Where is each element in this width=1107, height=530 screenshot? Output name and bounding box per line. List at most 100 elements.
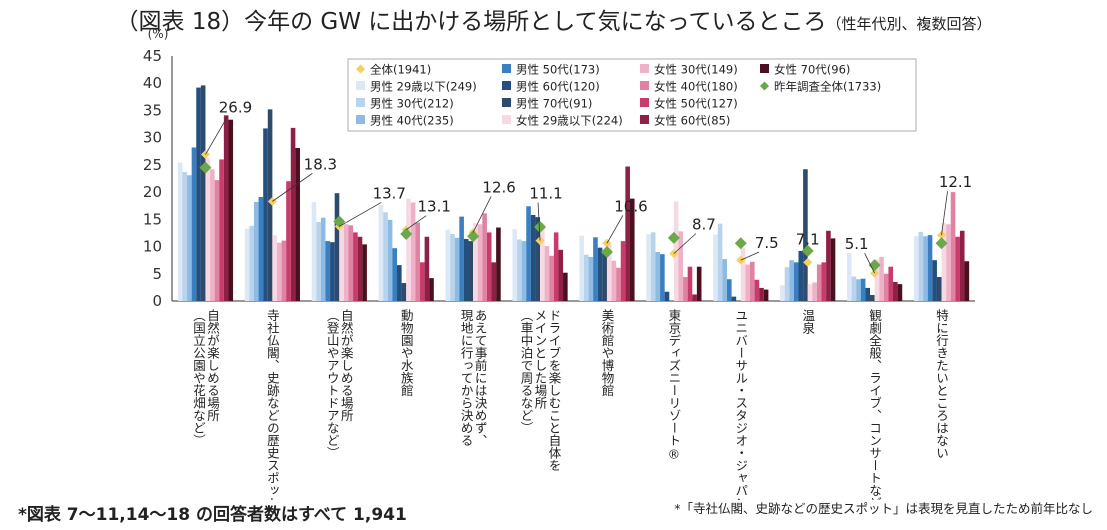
bar xyxy=(362,244,367,301)
bar xyxy=(946,224,951,301)
total-value-leader xyxy=(864,253,875,274)
bar xyxy=(410,202,416,301)
total-value-label: 5.1 xyxy=(845,235,869,253)
bar-chart: (%) 0 5 10 15 20 25 30 35 40 45 26.9 18.3 13.7 13.1 12.… xyxy=(143,27,975,500)
category-label: 動物園や水族館 xyxy=(399,309,414,397)
bar xyxy=(334,193,340,301)
bar xyxy=(763,289,769,301)
bar xyxy=(616,267,621,301)
bar xyxy=(923,236,928,301)
bar xyxy=(798,250,804,301)
y-tick-label: 35 xyxy=(143,101,162,119)
previous-year-marker xyxy=(199,161,212,174)
legend-swatch xyxy=(640,81,649,90)
legend-marker xyxy=(356,64,365,74)
category-label: ユニバーサル・スタジオ・ジャパン xyxy=(733,309,748,500)
total-value-leader xyxy=(740,251,759,261)
bar xyxy=(320,217,326,301)
legend-label: 男性 29歳以下(249) xyxy=(370,80,477,94)
y-tick-label: 25 xyxy=(143,156,162,174)
legend-label: 女性 60代(85) xyxy=(654,114,730,128)
chart-title-sub: （性年代別、複数回答） xyxy=(826,15,992,33)
legend-swatch xyxy=(502,115,511,124)
total-value-label: 7.1 xyxy=(796,230,820,248)
bar xyxy=(228,119,234,301)
category-label: 東京ディズニーリゾート® xyxy=(666,309,681,462)
bar xyxy=(606,244,612,301)
bar xyxy=(205,157,211,301)
total-value-leader xyxy=(472,196,492,233)
total-value-label: 18.3 xyxy=(304,155,337,173)
bar xyxy=(311,201,317,301)
bar xyxy=(807,284,813,301)
bar xyxy=(726,279,732,301)
bar xyxy=(830,238,836,301)
legend-label: 男性 30代(212) xyxy=(370,97,454,111)
bar xyxy=(964,261,970,301)
total-value-label: 11.1 xyxy=(529,185,562,203)
bar xyxy=(955,236,960,301)
bar xyxy=(620,241,626,301)
bar xyxy=(683,277,688,301)
total-value-leader xyxy=(673,233,697,254)
bar xyxy=(482,213,487,301)
total-value-label: 12.1 xyxy=(939,173,972,191)
bar xyxy=(486,232,492,301)
total-value-leader xyxy=(339,202,382,227)
bar xyxy=(740,247,746,301)
bar xyxy=(563,272,568,301)
bar xyxy=(445,229,451,301)
legend-label: 男性 50代(173) xyxy=(516,63,600,77)
legend-box xyxy=(347,58,917,132)
bar xyxy=(463,238,469,301)
bar xyxy=(249,225,254,301)
bar xyxy=(187,175,192,301)
legend-label: 女性 50代(127) xyxy=(654,97,738,111)
bar xyxy=(196,87,201,301)
legend-swatch xyxy=(502,98,511,107)
bar xyxy=(597,247,603,301)
bar xyxy=(851,276,857,301)
bar xyxy=(263,128,268,301)
bar xyxy=(780,285,785,301)
bar xyxy=(267,109,273,301)
bar xyxy=(583,254,589,301)
legend-swatch xyxy=(502,64,511,73)
bar xyxy=(803,169,808,301)
bar xyxy=(816,264,822,301)
legend-label: 男性 40代(235) xyxy=(370,114,454,128)
category-label: 自然が楽しめる場所 xyxy=(205,309,220,422)
previous-year-marker xyxy=(801,244,814,257)
bar xyxy=(491,262,497,301)
total-value-label: 8.7 xyxy=(692,216,716,234)
bar xyxy=(295,148,300,301)
bar xyxy=(883,273,889,301)
bar xyxy=(219,159,224,301)
bar xyxy=(593,237,598,301)
bar xyxy=(459,216,464,301)
legend-label: 男性 70代(91) xyxy=(516,97,592,111)
bar xyxy=(717,223,723,301)
bar xyxy=(415,222,421,301)
bar xyxy=(793,262,799,301)
y-tick-label: 45 xyxy=(143,47,162,65)
legend-swatch xyxy=(640,115,649,124)
bar xyxy=(392,248,398,301)
bar xyxy=(959,230,965,301)
y-tick-label: 15 xyxy=(143,210,162,228)
y-tick-label: 20 xyxy=(143,183,162,201)
bar xyxy=(696,266,702,301)
bar xyxy=(611,260,617,301)
legend-marker xyxy=(760,81,769,91)
legend-label: 女性 70代(96) xyxy=(774,63,850,77)
bar xyxy=(272,235,277,301)
total-value-leader xyxy=(205,116,228,155)
total-value-leader xyxy=(272,173,313,202)
bar xyxy=(754,279,760,301)
previous-year-marker xyxy=(600,246,613,258)
bar xyxy=(784,267,790,301)
category-label: （車中泊で周るなど） xyxy=(519,309,534,434)
category-label: （登山やアウトドアなど） xyxy=(325,309,340,459)
legend-label: 全体(1941) xyxy=(370,63,431,77)
bar xyxy=(424,236,430,301)
